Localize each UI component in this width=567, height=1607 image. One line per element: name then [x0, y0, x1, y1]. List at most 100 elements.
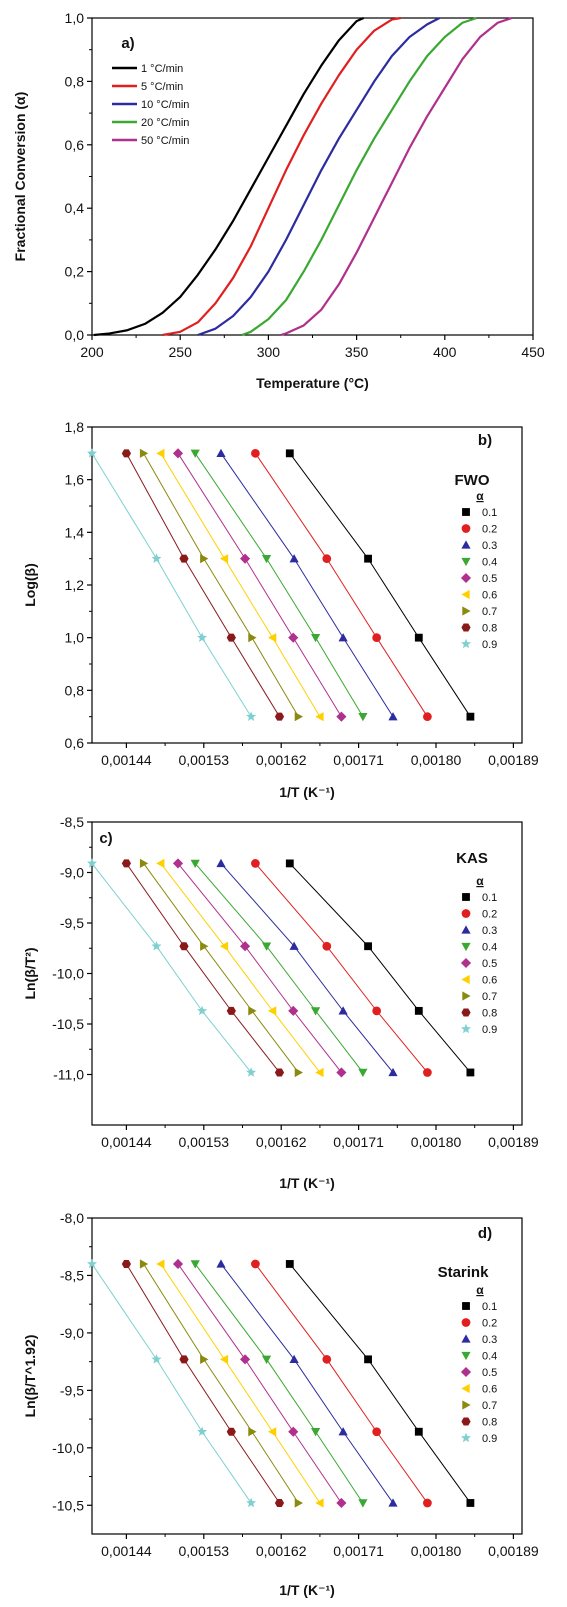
data-point [246, 1497, 257, 1508]
y-tick-label: 1,8 [65, 419, 85, 435]
data-point [294, 712, 303, 722]
series-0.8 [121, 449, 285, 721]
data-point [322, 941, 332, 951]
data-point [414, 1427, 423, 1436]
data-point [358, 712, 368, 722]
data-point [190, 449, 200, 458]
series-line-50-°C/min [280, 16, 513, 337]
series-0.6 [156, 858, 324, 1078]
legend-marker [461, 540, 471, 549]
fit-line [143, 863, 299, 1073]
data-point [289, 941, 299, 950]
data-point [268, 1006, 277, 1016]
data-point [121, 859, 131, 868]
legend-entry: 0.1 [482, 507, 497, 519]
data-point [172, 858, 184, 869]
data-point [285, 1260, 294, 1268]
series-0.8 [121, 1259, 285, 1507]
y-tick-label: 1,2 [65, 577, 85, 593]
data-point [268, 1427, 277, 1437]
x-tick-label: 0,00162 [256, 1134, 307, 1150]
x-tick-label: 0,00171 [333, 1134, 384, 1150]
legend-marker [461, 1318, 471, 1327]
legend-entry: 0.7 [482, 1400, 497, 1412]
series-line-20-°C/min [241, 16, 477, 337]
legend-entry: 0.3 [482, 1334, 497, 1346]
series-0.1 [285, 449, 475, 721]
data-point [121, 1259, 131, 1268]
data-point [388, 712, 398, 721]
data-point [261, 1355, 272, 1364]
legend-marker [460, 1366, 472, 1378]
y-axis-title: Ln(β/T²) [22, 947, 38, 999]
data-point [172, 1258, 184, 1270]
data-point [414, 633, 423, 642]
data-point [364, 942, 372, 951]
fit-line [255, 863, 428, 1073]
data-point [322, 554, 332, 564]
chart-panel-b: 0,00144 0,00153 0,00162 0,00171 0,00180 0,001… [22, 419, 539, 800]
data-point [423, 1498, 432, 1508]
data-point [364, 1355, 372, 1364]
x-axis-title: 1/T (K⁻¹) [279, 1582, 335, 1598]
legend-entry: 0.2 [482, 524, 497, 536]
x-tick-label: 0,00153 [178, 1543, 229, 1559]
panel-label: c) [99, 830, 112, 847]
legend-entry: 0.8 [482, 1417, 497, 1429]
data-point [274, 1498, 285, 1507]
series-line-10-°C/min [197, 17, 441, 337]
legend-entry: 0.5 [482, 958, 497, 970]
y-axis-title: Ln(β/T^1.92) [22, 1335, 38, 1418]
data-point [197, 1426, 208, 1437]
series-0.9 [86, 448, 257, 721]
legend-entry: 0.5 [482, 573, 497, 585]
data-point [372, 633, 382, 643]
data-point [423, 712, 432, 722]
legend-marker [460, 572, 472, 584]
series-0.3 [216, 858, 398, 1077]
data-point [336, 1497, 347, 1509]
legend-entry: 0.4 [482, 942, 497, 954]
fit-line [160, 863, 321, 1073]
data-point [139, 858, 149, 869]
y-tick-label: 0,8 [65, 73, 85, 89]
data-point [358, 1068, 368, 1078]
legend-entry: 5 °C/min [141, 81, 183, 93]
data-point [240, 553, 251, 564]
fit-line [125, 863, 280, 1073]
legend-marker [461, 1351, 471, 1361]
data-point [86, 1258, 98, 1269]
data-point [338, 1427, 348, 1436]
legend-entry: 0.1 [482, 1301, 497, 1313]
data-point [216, 448, 226, 458]
legend-entry: 0.1 [482, 892, 497, 904]
legend-entry: 0.3 [482, 540, 497, 552]
fit-line [289, 1263, 471, 1504]
y-tick-label: -9,5 [60, 1382, 84, 1398]
data-point [466, 1068, 475, 1077]
y-tick-label: 0,2 [65, 264, 85, 280]
legend-marker [461, 1008, 471, 1017]
data-point [151, 1354, 162, 1364]
x-tick-label: 0,00180 [411, 752, 462, 768]
data-point [251, 1259, 260, 1269]
y-tick-label: -8,5 [60, 1267, 84, 1283]
x-tick-label: 0,00153 [178, 1134, 229, 1150]
y-tick-label: -10,0 [52, 966, 84, 982]
legend-marker [461, 974, 470, 985]
fit-line [194, 863, 364, 1073]
fit-line [91, 1263, 252, 1504]
legend-entry: 1 °C/min [141, 63, 183, 75]
fit-line [289, 863, 471, 1073]
legend-marker [461, 909, 471, 918]
y-tick-label: -8,5 [60, 814, 84, 830]
fit-line [220, 1263, 394, 1504]
data-point [285, 449, 294, 458]
legend-marker [461, 1334, 471, 1343]
data-point [151, 940, 162, 951]
legend-marker [461, 557, 471, 567]
data-point [197, 632, 208, 642]
fit-line [91, 453, 252, 717]
y-tick-label: -10,5 [52, 1016, 84, 1032]
